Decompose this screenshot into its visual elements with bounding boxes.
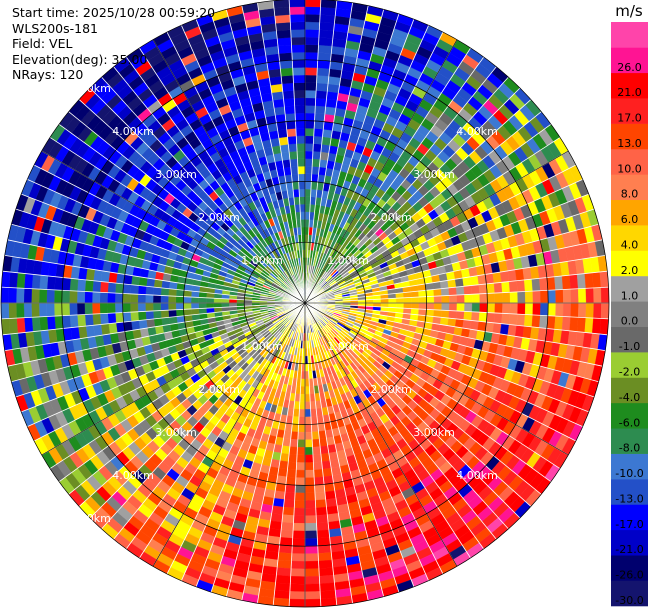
colorbar-tick-label: -8.0 — [619, 442, 640, 455]
elevation-label: Elevation(deg): 35.00 — [12, 51, 148, 67]
velocity-sectors — [0, 0, 610, 608]
field-label: Field: VEL — [12, 36, 73, 51]
colorbar-title: m/s — [615, 2, 643, 20]
ray-seam — [304, 9, 385, 304]
ray-seam — [304, 25, 429, 304]
colorbar-cell — [611, 22, 648, 48]
station-label: WLS200s-181 — [12, 20, 98, 36]
start-time-label: Start time: 2025/10/28 00:59:20 — [12, 5, 216, 20]
colorbar-tick-label: -13.0 — [615, 492, 643, 505]
ray-seam — [304, 13, 400, 304]
ray-seam — [304, 66, 497, 304]
ray-seam — [304, 0, 338, 304]
ray-seam — [304, 99, 532, 304]
ray-seam — [304, 0, 322, 304]
colorbar-tick-label: -17.0 — [615, 518, 643, 531]
colorbar-tick-label: -6.0 — [619, 416, 640, 429]
ray-seam — [304, 76, 509, 304]
ray-seam — [304, 31, 444, 304]
colorbar-tick-label: -30.0 — [615, 594, 643, 607]
ray-seam — [304, 56, 485, 304]
ray-seam — [304, 47, 471, 304]
ray-seam — [304, 2, 353, 304]
ray-seam — [304, 111, 542, 304]
colorbar-tick-label: -10.0 — [615, 467, 643, 480]
scan-info: Start time: 2025/10/28 00:59:20 WLS200s-… — [12, 5, 215, 83]
ray-seam — [304, 5, 369, 304]
ray-seam — [304, 19, 415, 304]
colorbar-tick-label: -26.0 — [615, 569, 643, 582]
ray-seam — [304, 87, 521, 304]
nrays-label: NRays: 120 — [12, 67, 84, 82]
colorbar-tick-label: -21.0 — [615, 543, 643, 556]
